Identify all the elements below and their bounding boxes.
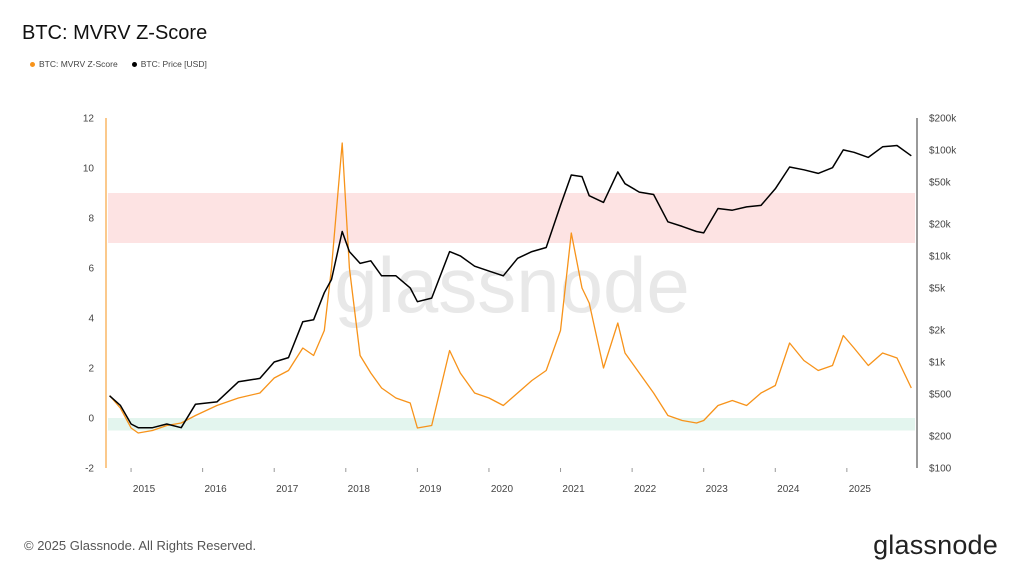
x-tick-label: 2017 — [276, 484, 299, 495]
x-tick-label: 2018 — [348, 484, 371, 495]
x-tick-label: 2023 — [706, 484, 729, 495]
y-right-tick-label: $2k — [929, 326, 946, 337]
x-tick-label: 2024 — [777, 484, 800, 495]
y-right-tick-label: $50k — [929, 177, 952, 188]
y-left-tick-label: 10 — [83, 164, 95, 175]
watermark-text: glassnode — [334, 241, 690, 329]
y-right-tick-label: $10k — [929, 251, 952, 262]
y-right-tick-label: $20k — [929, 220, 952, 231]
copyright-footer: © 2025 Glassnode. All Rights Reserved. — [24, 538, 257, 553]
x-tick-label: 2015 — [133, 484, 156, 495]
x-tick-label: 2022 — [634, 484, 657, 495]
legend-label-zscore: BTC: MVRV Z-Score — [39, 59, 118, 69]
y-right-tick-label: $100k — [929, 145, 957, 156]
y-right-tick-label: $1k — [929, 357, 946, 368]
x-tick-label: 2016 — [205, 484, 228, 495]
y-right-tick-label: $100 — [929, 464, 952, 475]
y-right-tick-label: $5k — [929, 283, 946, 294]
legend-dot-zscore — [30, 61, 35, 67]
series-line-btc-price — [109, 144, 912, 429]
x-tick-label: 2021 — [562, 484, 585, 495]
legend-item-zscore[interactable]: BTC: MVRV Z-Score — [30, 59, 118, 69]
y-left-tick-label: -2 — [85, 464, 94, 475]
x-tick-label: 2020 — [491, 484, 514, 495]
y-left-tick-label: 12 — [83, 114, 95, 125]
y-right-tick-label: $200 — [929, 432, 952, 443]
y-left-tick-label: 8 — [88, 214, 94, 225]
glassnode-logo: glassnode — [873, 530, 998, 560]
y-left-tick-label: 6 — [88, 264, 94, 275]
chart-title: BTC: MVRV Z-Score — [22, 22, 208, 44]
y-right-tick-label: $200k — [929, 114, 957, 125]
y-left-tick-label: 2 — [88, 364, 94, 375]
band-undervalued — [108, 418, 915, 431]
series-line-mvrv-zscore — [109, 142, 912, 434]
chart-legend: BTC: MVRV Z-Score BTC: Price [USD] — [30, 59, 207, 69]
legend-item-price[interactable]: BTC: Price [USD] — [131, 59, 207, 69]
x-tick-label: 2025 — [849, 484, 872, 495]
y-left-tick-label: 0 — [88, 414, 94, 425]
y-left-tick-label: 4 — [88, 314, 94, 325]
legend-dot-price — [131, 61, 137, 67]
x-tick-label: 2019 — [419, 484, 442, 495]
legend-label-price: BTC: Price [USD] — [140, 59, 207, 69]
band-overvalued — [108, 193, 915, 243]
y-right-tick-label: $500 — [929, 389, 952, 400]
